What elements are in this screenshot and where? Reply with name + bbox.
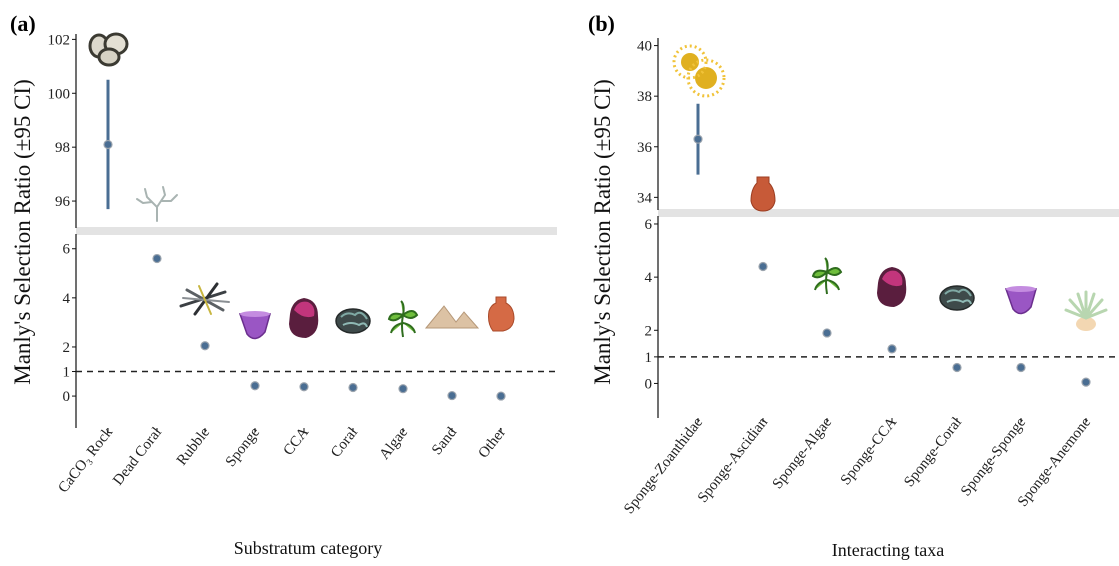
x-category-label: Other (476, 425, 510, 462)
y-tick-label: 100 (48, 86, 71, 102)
rubble-icon (179, 282, 231, 316)
x-category-label: Sand (429, 424, 460, 458)
axis-break-band (76, 227, 557, 235)
y-axis-title: Manly's Selection Ratio (±95 CI) (590, 79, 615, 385)
y-tick-label: 36 (637, 140, 653, 156)
data-point (200, 341, 210, 351)
sponge-icon (239, 310, 271, 340)
data-point (348, 382, 358, 393)
y-tick-label: 4 (63, 291, 71, 307)
data-point (822, 328, 832, 338)
y-tick-label: 4 (645, 270, 653, 286)
data-points (103, 79, 506, 401)
cca-icon (877, 267, 907, 307)
data-point (496, 391, 506, 401)
x-category-label: Dead Coral (110, 425, 165, 489)
x-category-label: Sponge-Algae (770, 414, 836, 492)
y-tick-labels: 96 98 100 102 0 1 2 4 6 (48, 32, 76, 405)
other-icon (488, 296, 515, 332)
sponge-icon (1005, 285, 1037, 315)
data-point (1016, 362, 1026, 373)
y-tick-label: 40 (637, 39, 652, 55)
coral-icon (335, 308, 371, 334)
category-icons (672, 44, 1108, 333)
y-axis-title: Manly's Selection Ratio (±95 CI) (10, 79, 35, 385)
data-point (693, 134, 703, 144)
panel-a-label: (a) (10, 11, 36, 36)
data-point (103, 139, 113, 150)
x-axis-title: Substratum category (234, 538, 382, 558)
y-tick-label: 102 (48, 32, 71, 48)
y-tick-label: 34 (637, 190, 653, 206)
x-category-label: Sponge-CCA (838, 414, 900, 488)
x-axis-title: Interacting taxa (832, 540, 944, 560)
data-point (398, 384, 408, 394)
y-tick-label: 6 (645, 217, 653, 233)
y-tick-label: 98 (55, 140, 70, 156)
data-point (887, 344, 897, 354)
zoanthid-icon (672, 44, 726, 98)
data-point (250, 381, 260, 391)
axis-break-band (658, 209, 1119, 217)
algae-icon (388, 300, 418, 338)
y-tick-label: 0 (63, 389, 71, 405)
y-tick-label: 1 (645, 350, 653, 366)
rock-icon (88, 32, 129, 67)
y-tick-labels: 34 36 38 40 0 1 2 4 6 (637, 39, 658, 392)
x-category-labels: Sponge-ZoanthidaeSponge-AscidianSponge-A… (621, 414, 1094, 517)
x-category-label: Sponge-Coral (901, 415, 965, 491)
x-category-label: Sponge-Sponge (958, 414, 1029, 499)
x-category-label: Sponge-Ascidian (695, 414, 772, 506)
panel-b-break-band (658, 209, 1119, 217)
panel-a-break-band (76, 227, 557, 235)
x-category-label: Rubble (174, 424, 213, 468)
cca-icon (289, 298, 319, 338)
data-point (152, 253, 162, 264)
y-tick-label: 2 (63, 340, 71, 356)
y-tick-label: 38 (637, 89, 652, 105)
algae-icon (812, 257, 842, 295)
x-category-label: Sponge-Anemone (1015, 414, 1095, 509)
x-category-label: CCA (281, 424, 313, 458)
sand-icon (425, 305, 479, 329)
y-tick-label: 96 (55, 194, 71, 210)
y-tick-label: 2 (645, 323, 653, 339)
data-point (952, 362, 962, 373)
dead-coral-icon (136, 186, 178, 222)
y-tick-label: 6 (63, 242, 71, 258)
x-category-label: Algae (376, 424, 411, 462)
x-category-label: Coral (328, 425, 361, 461)
category-icons (88, 32, 515, 340)
x-category-label: Sponge (223, 424, 264, 470)
anemone-icon (1064, 290, 1108, 333)
y-tick-label: 1 (63, 365, 71, 381)
y-tick-label: 0 (645, 376, 653, 392)
x-category-label: CaCO₃ Rock (55, 424, 116, 496)
panel-b-label: (b) (588, 11, 615, 36)
data-point (447, 390, 457, 401)
data-points (693, 103, 1091, 387)
data-point (758, 261, 768, 272)
ascidian-icon (750, 176, 776, 212)
coral-icon (939, 285, 975, 311)
data-point (1081, 377, 1091, 387)
x-category-label: Sponge-Zoanthidae (621, 414, 706, 517)
data-point (299, 382, 309, 392)
